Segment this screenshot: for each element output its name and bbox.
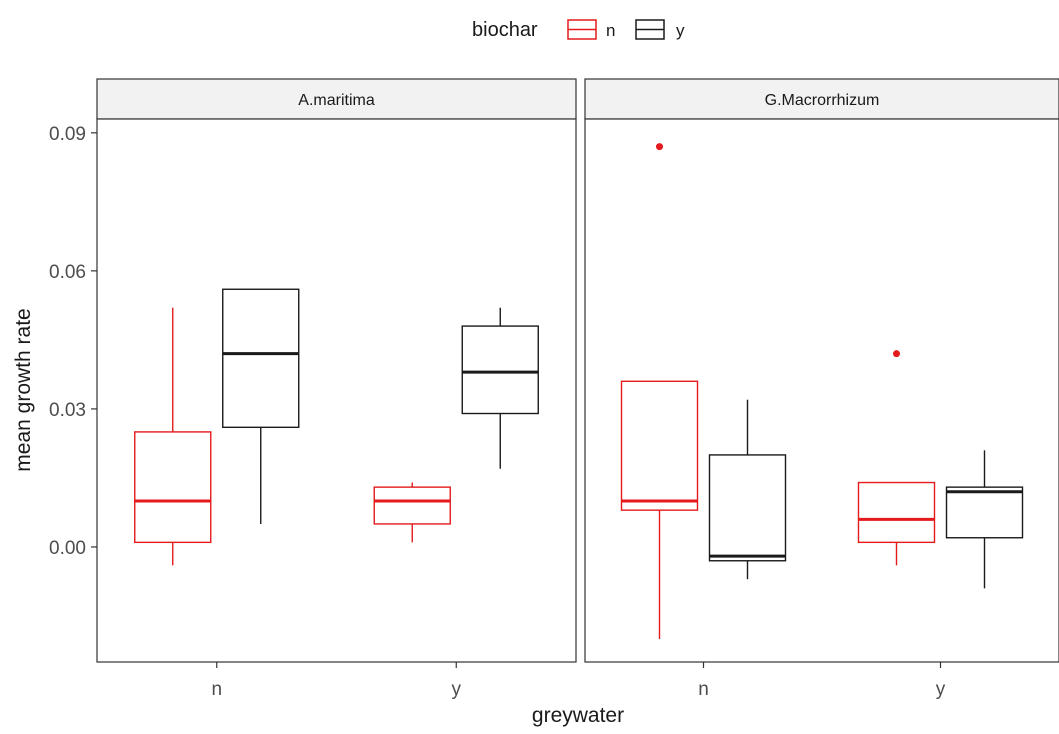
strip-background <box>96 78 577 120</box>
legend-label-n: n <box>606 21 615 40</box>
panel-g-macrorrhizum: G.Macrorrhizum <box>584 78 1059 663</box>
iqr-box <box>708 454 787 562</box>
box-greywater-y-biochar-y <box>461 307 539 469</box>
panel-a-maritima: A.maritima <box>96 78 577 663</box>
x-axis-title: greywater <box>532 704 624 727</box>
legend-label-y: y <box>676 21 685 40</box>
x-tick-label: n <box>698 679 709 700</box>
box-greywater-n-biochar-y <box>708 399 787 580</box>
y-tick-label: 0.09 <box>49 124 86 145</box>
y-tick-label: 0.06 <box>49 262 86 283</box>
box-greywater-n-biochar-y <box>222 288 300 524</box>
box-greywater-y-biochar-n <box>857 350 936 566</box>
x-tick-label: y <box>452 679 462 700</box>
box-greywater-n-biochar-n <box>134 307 212 566</box>
y-axis-title: mean growth rate <box>12 308 35 471</box>
legend-title: biochar <box>472 19 538 41</box>
legend-key-n: n <box>567 19 615 40</box>
iqr-box <box>620 380 699 511</box>
iqr-box <box>222 288 300 429</box>
y-tick-label: 0.03 <box>49 400 86 421</box>
iqr-box <box>945 486 1024 539</box>
panel-marks <box>620 143 1024 639</box>
box-greywater-y-biochar-y <box>945 450 1024 589</box>
strip-background <box>584 78 1059 120</box>
iqr-box <box>373 486 451 525</box>
legend-key-y: y <box>635 19 685 40</box>
box-greywater-y-biochar-n <box>373 482 451 543</box>
legend: biochar n y <box>472 19 685 41</box>
outlier-point <box>893 350 900 358</box>
y-axis: 0.00 0.03 0.06 0.09 <box>49 124 97 559</box>
iqr-box <box>461 325 539 415</box>
x-tick-label: y <box>936 679 946 700</box>
box-greywater-n-biochar-n <box>620 143 699 639</box>
x-tick-label: n <box>211 679 222 700</box>
panel-marks <box>134 288 539 566</box>
outlier-point <box>656 143 663 151</box>
iqr-box <box>857 481 936 544</box>
y-tick-label: 0.00 <box>49 538 86 559</box>
strip-label: A.maritima <box>298 92 375 109</box>
iqr-box <box>134 431 212 544</box>
strip-label: G.Macrorrhizum <box>765 92 880 109</box>
